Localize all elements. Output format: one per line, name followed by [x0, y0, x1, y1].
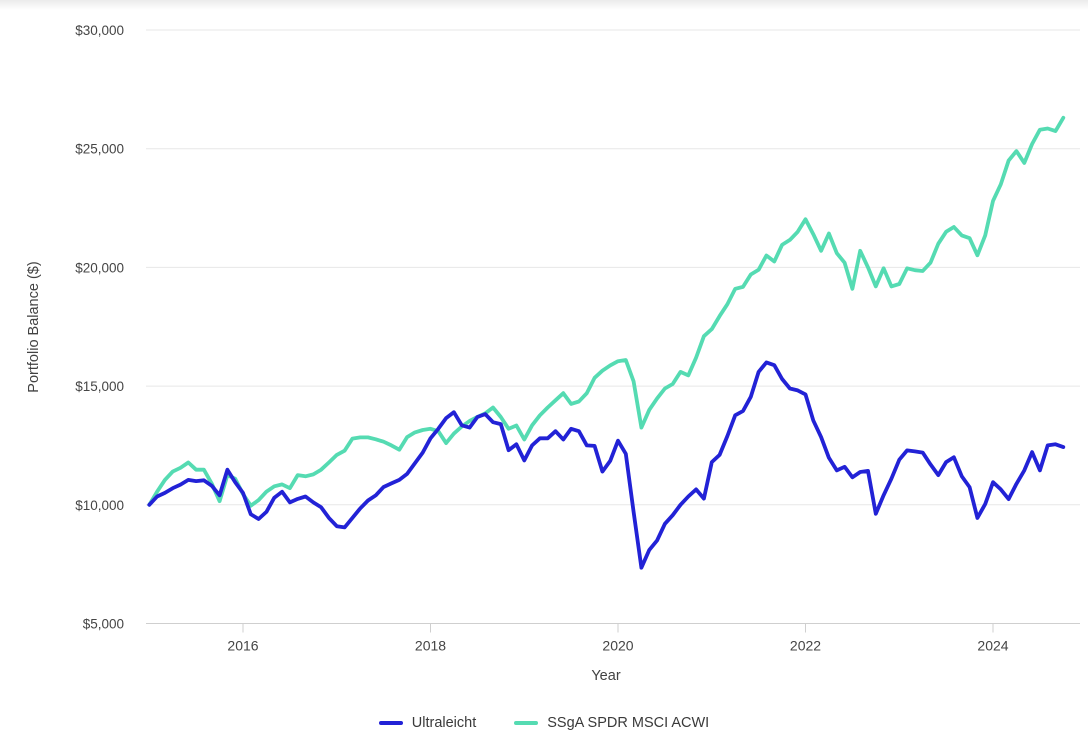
legend-swatch-ultraleicht [378, 721, 403, 725]
x-tick-label: 2020 [602, 638, 633, 654]
legend-label-ssga-spdr-msci-acwi: SSgA SPDR MSCI ACWI [547, 715, 710, 731]
series-lines [147, 115, 1066, 570]
series-line-ultraleicht [147, 360, 1066, 570]
line-chart: $5,000 $10,000 $15,000 $20,000 $25,000 $30,00… [26, 23, 1080, 684]
gridlines [146, 29, 1080, 624]
y-tick-label: $10,000 [75, 498, 124, 513]
axes: $5,000 $10,000 $15,000 $20,000 $25,000 $30,00… [75, 23, 1009, 654]
legend-swatch-ssga-spdr-msci-acwi [514, 721, 539, 725]
y-tick-label: $5,000 [83, 617, 124, 632]
y-tick-label: $15,000 [75, 379, 124, 394]
legend-item-ultraleicht[interactable]: Ultraleicht [378, 715, 477, 731]
legend-item-ssga-spdr-msci-acwi[interactable]: SSgA SPDR MSCI ACWI [514, 715, 709, 731]
legend: Ultraleicht SSgA SPDR MSCI ACWI [0, 710, 1088, 736]
y-tick-label: $30,000 [75, 23, 124, 38]
legend-label-ultraleicht: Ultraleicht [411, 715, 477, 731]
x-tick-label: 2016 [227, 638, 258, 654]
y-tick-label: $25,000 [75, 142, 124, 157]
x-axis-title: Year [591, 668, 620, 684]
x-tick-label: 2018 [415, 638, 446, 654]
y-tick-label: $20,000 [75, 260, 124, 275]
x-tick-label: 2022 [790, 638, 821, 654]
x-tick-label: 2024 [977, 638, 1008, 654]
series-line-ssga-spdr-msci-acwi [147, 115, 1066, 508]
y-axis-title: Portfolio Balance ($) [26, 261, 42, 392]
